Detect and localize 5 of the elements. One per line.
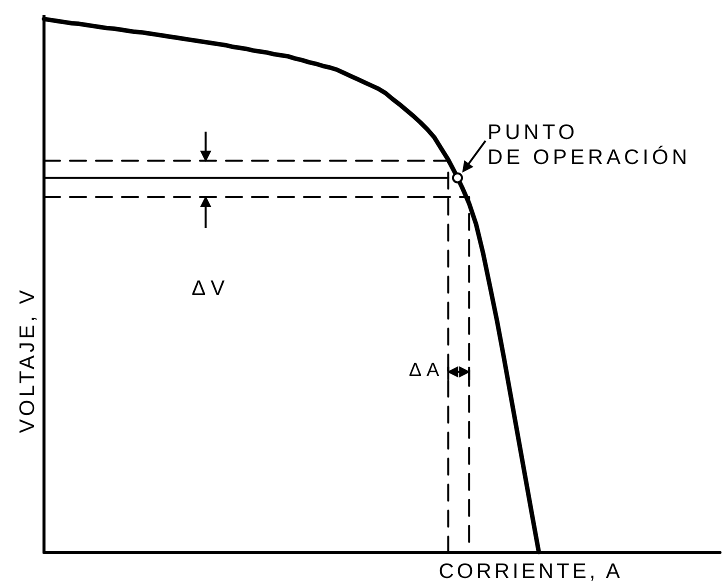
annotation: ΔA [408, 360, 444, 381]
annotation: PUNTO DE OPERACIÓN [488, 120, 691, 169]
annotation: ΔV [192, 277, 230, 300]
y-axis-title: VOLTAJE, V [16, 287, 39, 434]
x-axis-title: CORRIENTE, A [438, 560, 623, 583]
